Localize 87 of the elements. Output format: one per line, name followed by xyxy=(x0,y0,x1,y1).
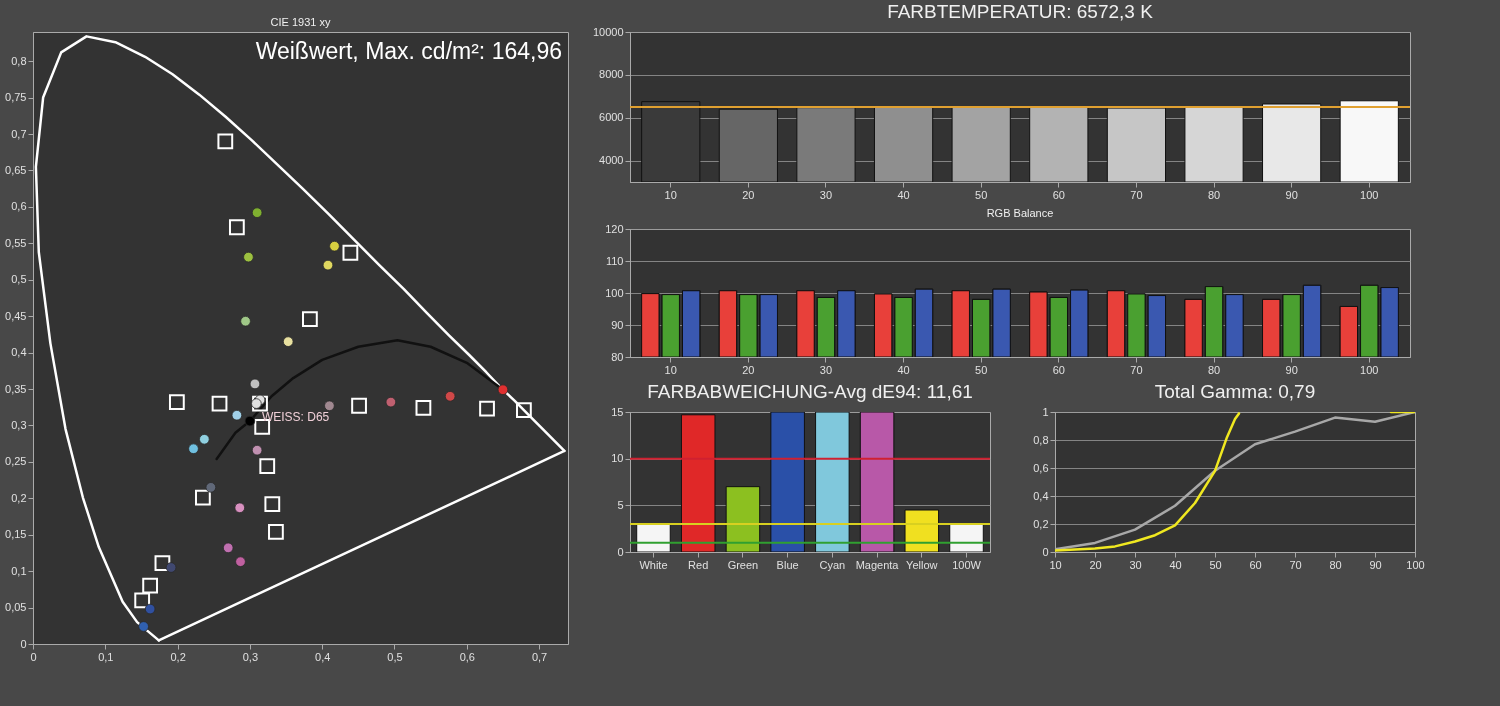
y-tick-label: 0,55 xyxy=(5,236,27,249)
x-tick-label: 20 xyxy=(1089,558,1102,571)
x-tick-label: 100W xyxy=(952,558,982,571)
x-tick-label: Magenta xyxy=(855,558,900,571)
y-tick-label: 10000 xyxy=(592,25,624,38)
x-tick-label: 100 xyxy=(1360,363,1379,376)
y-tick-label: 0,65 xyxy=(5,163,27,176)
chart-title: FARBABWEICHUNG-Avg dE94: 11,61 xyxy=(647,381,973,402)
x-tick-label: 10 xyxy=(664,188,677,201)
x-tick-label: 30 xyxy=(819,188,833,201)
x-tick-label: 0,5 xyxy=(387,650,403,663)
x-tick-label: 50 xyxy=(1209,558,1222,571)
y-tick-label: 0,2 xyxy=(11,491,27,504)
y-tick-label: 120 xyxy=(605,222,624,235)
y-tick-label: 0,6 xyxy=(1033,461,1049,474)
y-tick-label: 80 xyxy=(611,350,624,363)
y-tick-label: 5 xyxy=(617,498,624,511)
x-tick-label: Blue xyxy=(776,558,799,571)
x-tick-label: Yellow xyxy=(906,558,938,571)
x-tick-label: 80 xyxy=(1207,188,1221,201)
x-tick-label: 100 xyxy=(1360,188,1379,201)
chart-title: FARBTEMPERATUR: 6572,3 K xyxy=(887,1,1154,22)
x-tick-label: 90 xyxy=(1285,363,1298,376)
x-tick-label: 90 xyxy=(1369,558,1382,571)
x-tick-label: White xyxy=(639,558,668,571)
x-tick-label: 30 xyxy=(1129,558,1142,571)
x-tick-label: 40 xyxy=(897,363,910,376)
y-tick-label: 0,8 xyxy=(11,54,27,67)
y-tick-label: 0,35 xyxy=(5,382,27,395)
x-tick-label: 60 xyxy=(1249,558,1262,571)
x-tick-label: 80 xyxy=(1207,363,1221,376)
y-tick-label: 0,8 xyxy=(1033,433,1049,446)
y-tick-label: 0 xyxy=(1042,545,1049,558)
y-tick-label: 0,45 xyxy=(5,309,27,322)
y-tick-label: 0,6 xyxy=(11,200,27,213)
x-tick-label: 50 xyxy=(975,363,988,376)
y-tick-label: 110 xyxy=(605,254,624,267)
chart-title: Total Gamma: 0,79 xyxy=(1154,381,1316,402)
x-tick-label: 0,1 xyxy=(98,650,114,663)
x-tick-label: 10 xyxy=(664,363,677,376)
x-tick-label: 50 xyxy=(975,188,988,201)
x-tick-label: 90 xyxy=(1285,188,1298,201)
y-tick-label: 10 xyxy=(611,452,624,465)
x-tick-label: Red xyxy=(688,558,709,571)
x-tick-label: 0,4 xyxy=(315,650,331,663)
x-tick-label: 70 xyxy=(1130,188,1143,201)
x-tick-label: 100 xyxy=(1406,558,1425,571)
x-tick-label: 70 xyxy=(1289,558,1302,571)
y-tick-label: 4000 xyxy=(599,154,624,167)
y-tick-label: 0,25 xyxy=(5,455,27,468)
y-tick-label: 0,3 xyxy=(11,418,27,431)
y-tick-label: 0,4 xyxy=(11,346,27,359)
chart-title: CIE 1931 xy xyxy=(270,16,331,28)
x-tick-label: 0,6 xyxy=(459,650,475,663)
x-tick-label: Green xyxy=(727,558,759,571)
y-tick-label: 8000 xyxy=(599,68,624,81)
annotation: WEISS: D65 xyxy=(261,410,330,425)
x-tick-label: 30 xyxy=(819,363,833,376)
y-tick-label: 0,5 xyxy=(11,273,27,286)
x-tick-label: 0,3 xyxy=(242,650,259,663)
x-tick-label: 70 xyxy=(1130,363,1143,376)
x-tick-label: 40 xyxy=(897,188,910,201)
y-tick-label: 90 xyxy=(611,318,624,331)
annotation: Weißwert, Max. cd/m²: 164,96 xyxy=(255,38,562,64)
y-tick-label: 0,2 xyxy=(1033,517,1049,530)
x-tick-label: 0,7 xyxy=(531,650,548,663)
y-tick-label: 0,7 xyxy=(11,127,27,140)
y-tick-label: 0,15 xyxy=(5,528,27,541)
x-tick-label: 0,2 xyxy=(170,650,186,663)
y-tick-label: 6000 xyxy=(599,111,624,124)
y-tick-label: 0,05 xyxy=(5,601,27,614)
chart-title: RGB Balance xyxy=(986,207,1054,219)
y-tick-label: 15 xyxy=(611,405,624,418)
x-tick-label: 20 xyxy=(742,188,755,201)
y-tick-label: 0,4 xyxy=(1033,489,1049,502)
x-tick-label: 60 xyxy=(1052,363,1065,376)
x-tick-label: 20 xyxy=(742,363,755,376)
y-tick-label: 1 xyxy=(1042,405,1049,418)
y-tick-label: 0 xyxy=(20,637,27,650)
x-tick-label: 40 xyxy=(1169,558,1182,571)
x-tick-label: Cyan xyxy=(819,558,846,571)
y-tick-label: 0,75 xyxy=(5,91,27,104)
x-tick-label: 80 xyxy=(1329,558,1342,571)
y-tick-label: 100 xyxy=(605,286,624,299)
y-tick-label: 0 xyxy=(617,545,624,558)
x-tick-label: 60 xyxy=(1052,188,1065,201)
x-tick-label: 0 xyxy=(30,650,37,663)
